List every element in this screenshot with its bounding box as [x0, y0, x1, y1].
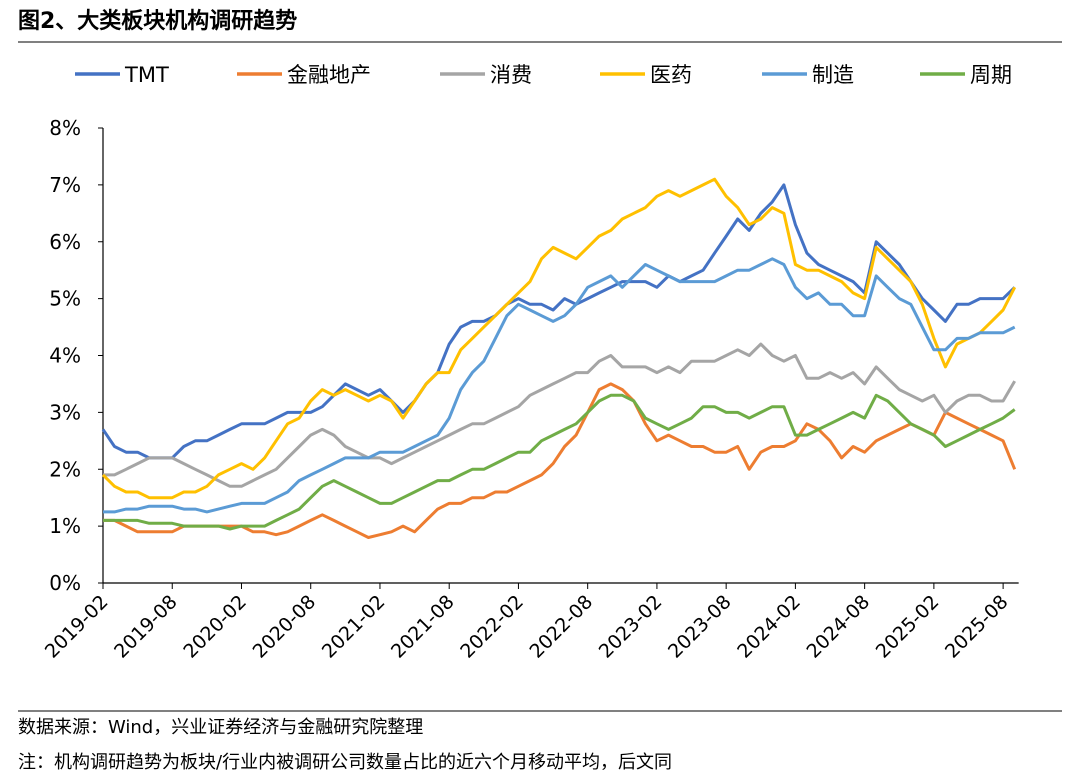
series-line — [103, 257, 1016, 514]
x-tick-label: 2022-02 — [456, 591, 528, 663]
legend-label: 周期 — [970, 63, 1012, 87]
legend-label: 消费 — [490, 63, 532, 87]
y-tick-label: 4% — [49, 344, 81, 368]
legend-label: 制造 — [812, 63, 854, 87]
series-line — [103, 382, 1017, 539]
y-tick-label: 1% — [49, 514, 81, 538]
x-tick-label: 2023-08 — [664, 591, 736, 663]
x-tick-label: 2023-02 — [595, 591, 667, 663]
legend-label: 金融地产 — [287, 63, 371, 87]
y-tick-label: 8% — [49, 116, 81, 140]
x-tick-label: 2022-08 — [526, 591, 598, 663]
series-line — [103, 342, 1016, 488]
y-tick-label: 3% — [49, 400, 81, 424]
x-tick-label: 2021-08 — [387, 591, 459, 663]
x-tick-label: 2020-08 — [249, 591, 321, 663]
x-tick-label: 2019-08 — [110, 591, 182, 663]
x-tick-label: 2020-02 — [179, 591, 251, 663]
x-tick-label: 2025-02 — [872, 591, 944, 663]
y-tick-label: 5% — [49, 287, 81, 311]
series-line — [101, 183, 1016, 460]
source-note: 数据来源：Wind，兴业证券经济与金融研究院整理 — [18, 717, 423, 738]
y-tick-label: 0% — [49, 571, 81, 595]
legend-label: 医药 — [650, 63, 692, 87]
x-tick-label: 2025-08 — [941, 591, 1013, 663]
series-line — [101, 177, 1017, 500]
chart-title: 图2、大类板块机构调研趋势 — [18, 8, 297, 34]
footnote: 注：机构调研趋势为板块/行业内被调研公司数量占比的近六个月移动平均，后文同 — [18, 752, 672, 773]
legend-label: TMT — [124, 63, 169, 87]
y-tick-label: 7% — [49, 173, 81, 197]
y-tick-label: 2% — [49, 457, 81, 481]
x-tick-label: 2024-08 — [802, 591, 874, 663]
x-tick-label: 2024-02 — [733, 591, 805, 663]
series-line — [103, 393, 1016, 531]
x-tick-label: 2019-02 — [41, 591, 113, 663]
y-tick-label: 6% — [49, 230, 81, 254]
x-tick-label: 2021-02 — [318, 591, 390, 663]
